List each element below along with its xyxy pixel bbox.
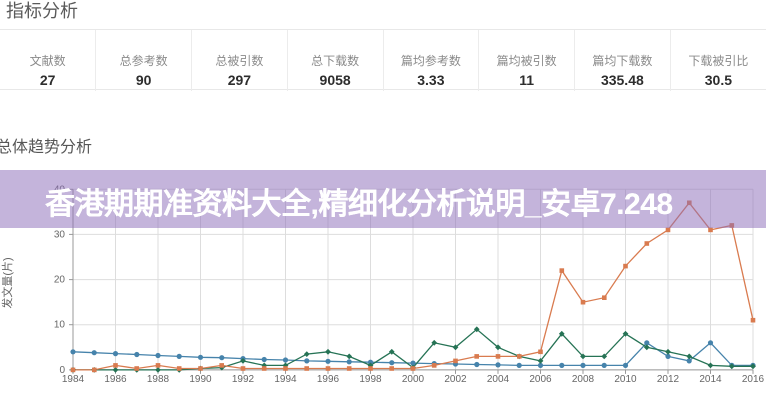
svg-text:1990: 1990 bbox=[189, 374, 212, 385]
svg-text:2012: 2012 bbox=[657, 374, 680, 385]
svg-text:1994: 1994 bbox=[274, 374, 297, 385]
svg-text:2010: 2010 bbox=[614, 374, 637, 385]
svg-text:2008: 2008 bbox=[572, 374, 595, 385]
svg-text:2006: 2006 bbox=[529, 374, 552, 385]
svg-text:发文量(片): 发文量(片) bbox=[0, 257, 14, 308]
svg-text:1998: 1998 bbox=[359, 374, 382, 385]
svg-text:30: 30 bbox=[54, 229, 66, 240]
svg-text:1984: 1984 bbox=[62, 374, 85, 385]
svg-text:1988: 1988 bbox=[147, 374, 170, 385]
svg-text:1986: 1986 bbox=[104, 374, 127, 385]
svg-text:2016: 2016 bbox=[742, 374, 765, 385]
svg-text:10: 10 bbox=[54, 320, 66, 331]
svg-text:2002: 2002 bbox=[444, 374, 467, 385]
svg-text:2000: 2000 bbox=[402, 374, 425, 385]
svg-text:2014: 2014 bbox=[699, 374, 722, 385]
svg-text:20: 20 bbox=[54, 275, 66, 286]
svg-text:2004: 2004 bbox=[487, 374, 510, 385]
svg-text:1992: 1992 bbox=[232, 374, 255, 385]
svg-text:1996: 1996 bbox=[317, 374, 340, 385]
